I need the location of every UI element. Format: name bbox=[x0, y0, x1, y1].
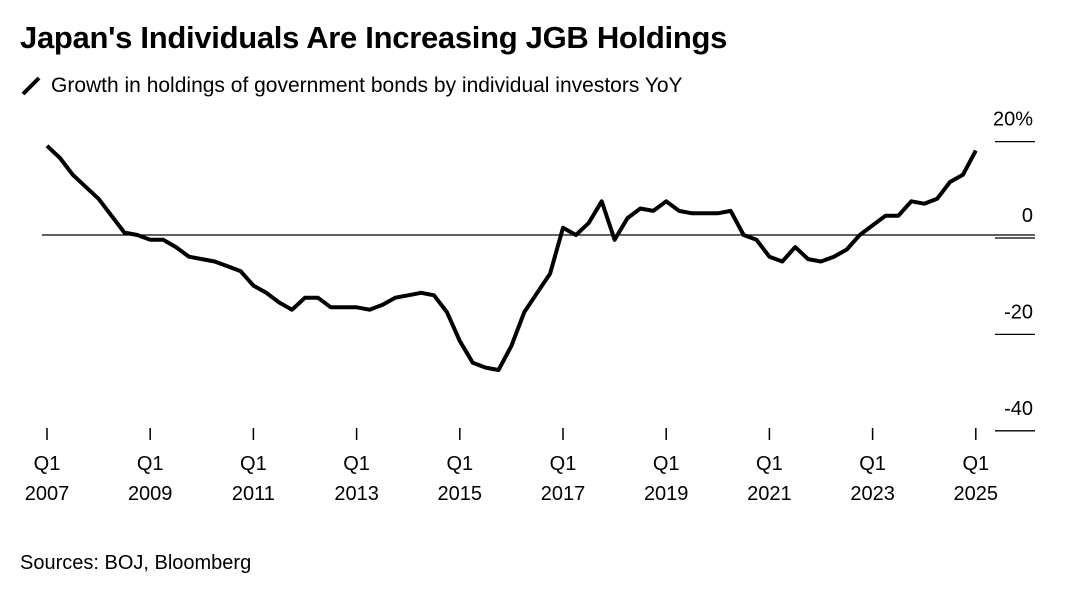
x-tick-label-quarter: Q1 bbox=[34, 453, 61, 475]
x-tick-label-year: 2015 bbox=[438, 483, 483, 505]
x-tick-label-quarter: Q1 bbox=[859, 453, 886, 475]
chart-title: Japan's Individuals Are Increasing JGB H… bbox=[20, 20, 728, 55]
x-tick-label-year: 2019 bbox=[644, 483, 689, 505]
y-tick-label: -40 bbox=[1004, 398, 1033, 420]
x-tick-label-year: 2009 bbox=[128, 483, 173, 505]
y-tick-label: 20% bbox=[993, 109, 1033, 131]
x-tick-label-quarter: Q1 bbox=[653, 453, 680, 475]
y-tick-label: 0 bbox=[1022, 205, 1033, 227]
series-line bbox=[45, 144, 978, 372]
x-tick-label-quarter: Q1 bbox=[240, 453, 267, 475]
legend: Growth in holdings of government bonds b… bbox=[20, 74, 683, 98]
y-tick-label: -20 bbox=[1004, 301, 1033, 323]
x-tick-label-year: 2021 bbox=[747, 483, 792, 505]
x-tick-label-year: 2007 bbox=[25, 483, 70, 505]
x-tick-label-year: 2013 bbox=[334, 483, 379, 505]
source-note: Sources: BOJ, Bloomberg bbox=[20, 552, 252, 574]
x-tick-label-quarter: Q1 bbox=[550, 453, 577, 475]
legend-label: Growth in holdings of government bonds b… bbox=[51, 74, 683, 97]
legend-line-swatch-icon bbox=[21, 76, 41, 96]
x-tick-label-quarter: Q1 bbox=[137, 453, 164, 475]
x-tick-label-year: 2017 bbox=[541, 483, 586, 505]
x-tick-label-quarter: Q1 bbox=[962, 453, 989, 475]
x-tick-label-quarter: Q1 bbox=[756, 453, 783, 475]
x-tick-label-year: 2011 bbox=[232, 483, 275, 505]
x-tick-label-year: 2023 bbox=[850, 483, 895, 505]
x-tick-label-quarter: Q1 bbox=[446, 453, 473, 475]
x-tick-label-quarter: Q1 bbox=[343, 453, 370, 475]
x-tick-label-year: 2025 bbox=[954, 483, 999, 505]
